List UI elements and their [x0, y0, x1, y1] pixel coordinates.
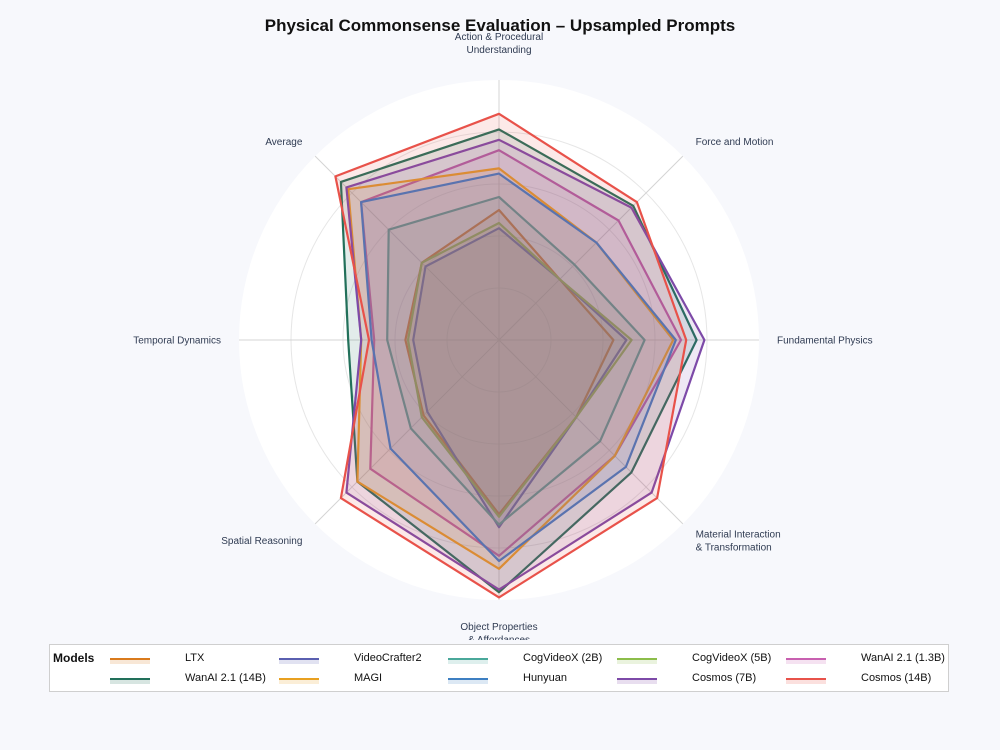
legend-swatch-fill — [786, 660, 826, 664]
series-polygon-2 — [412, 227, 628, 529]
axis-label-line: Average — [265, 137, 303, 148]
legend-swatch — [786, 658, 826, 660]
axis-label-line: & Transformation — [696, 543, 772, 554]
axis-label-line: Force and Motion — [696, 137, 774, 148]
legend-label: MAGI — [354, 672, 383, 684]
legend-swatch — [279, 658, 319, 660]
grid-spoke-2 — [498, 155, 684, 341]
legend-swatch-fill — [448, 680, 488, 684]
axis-label-7: Temporal Dynamics — [133, 336, 221, 347]
axis-label-1: Action & Procedural Understanding — [455, 32, 543, 56]
axis-labels: Action & Procedural Understanding Force an… — [133, 32, 872, 640]
legend-swatch — [110, 658, 150, 660]
axis-label-line: Temporal Dynamics — [133, 336, 221, 347]
legend-label: CogVideoX (2B) — [523, 652, 603, 664]
legend-label: LTX — [185, 652, 205, 664]
legend-label: Cosmos (7B) — [692, 672, 757, 684]
legend-label: WanAI 2.1 (1.3B) — [861, 652, 945, 664]
legend-label: Hunyuan — [523, 672, 568, 684]
legend-swatch — [786, 678, 826, 680]
legend-swatch-fill — [617, 680, 657, 684]
axis-label-line: Action & Procedural — [455, 32, 543, 43]
series-polygon-4 — [406, 221, 633, 518]
axis-label-5: Object Properties & Affordances — [460, 622, 537, 640]
series-polygon-10 — [334, 112, 688, 599]
axis-label-line: & Affordances — [468, 635, 530, 640]
legend-label: WanAI 2.1 (14B) — [185, 672, 266, 684]
legend-swatch — [448, 658, 488, 660]
legend-swatch — [617, 678, 657, 680]
axis-label-2: Force and Motion — [696, 137, 774, 148]
axis-label-line: Object Properties — [460, 622, 537, 633]
legend-swatch-fill — [110, 660, 150, 664]
chart-title: Physical Commonsense Evaluation – Upsamp… — [264, 16, 736, 35]
legend-swatch-fill — [110, 680, 150, 684]
axis-label-line: Fundamental Physics — [777, 336, 873, 347]
axis-label-6: Spatial Reasoning — [221, 536, 302, 547]
legend-swatch — [448, 678, 488, 680]
legend-label: Cosmos (14B) — [861, 672, 932, 684]
legend-label: VideoCrafter2 — [354, 652, 422, 664]
axis-label-line: Spatial Reasoning — [221, 536, 302, 547]
legend-swatch-fill — [786, 680, 826, 684]
legend-swatch-fill — [279, 680, 319, 684]
axis-label-line: Material Interaction — [696, 530, 781, 541]
axis-label-3: Fundamental Physics — [777, 336, 873, 347]
series-polygon-8 — [360, 172, 677, 563]
legend-swatch-fill — [448, 660, 488, 664]
legend-title: Models — [53, 651, 95, 665]
legend-label: CogVideoX (5B) — [692, 652, 772, 664]
legend-swatch-fill — [617, 660, 657, 664]
legend-swatch — [279, 678, 319, 680]
legend: Models LTX VideoCrafter2 CogVideoX (2B) Cog… — [49, 644, 949, 692]
legend-swatch — [617, 658, 657, 660]
series-polygon-3 — [386, 195, 646, 526]
legend-swatch — [110, 678, 150, 680]
axis-label-line: Understanding — [466, 45, 531, 56]
axis-label-8: Average — [265, 137, 303, 148]
radar-series — [334, 112, 706, 599]
axis-label-4: Material Interaction & Transformation — [696, 530, 781, 554]
radar-chart: Action & Procedural Understanding Force an… — [133, 32, 872, 640]
legend-swatch-fill — [279, 660, 319, 664]
